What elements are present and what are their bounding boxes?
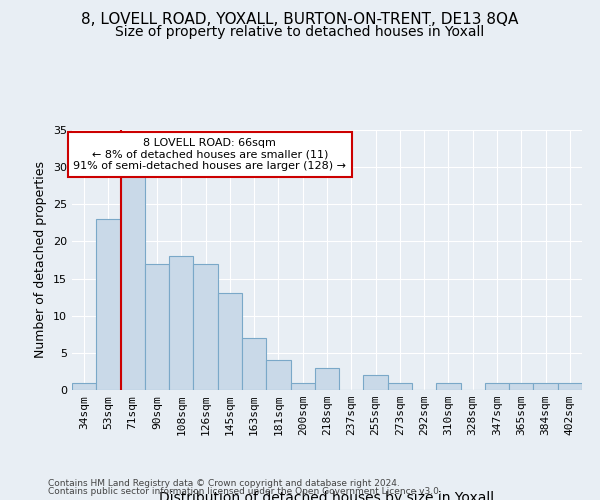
Bar: [96, 219, 121, 390]
Bar: [121, 174, 145, 390]
Bar: [169, 256, 193, 390]
Bar: [509, 382, 533, 390]
Y-axis label: Number of detached properties: Number of detached properties: [34, 162, 47, 358]
Bar: [242, 338, 266, 390]
Bar: [72, 382, 96, 390]
Bar: [485, 382, 509, 390]
Bar: [193, 264, 218, 390]
Bar: [533, 382, 558, 390]
Bar: [290, 382, 315, 390]
Bar: [364, 375, 388, 390]
Bar: [558, 382, 582, 390]
Text: Contains HM Land Registry data © Crown copyright and database right 2024.: Contains HM Land Registry data © Crown c…: [48, 478, 400, 488]
Text: 8 LOVELL ROAD: 66sqm
← 8% of detached houses are smaller (11)
91% of semi-detach: 8 LOVELL ROAD: 66sqm ← 8% of detached ho…: [73, 138, 346, 171]
Bar: [145, 264, 169, 390]
X-axis label: Distribution of detached houses by size in Yoxall: Distribution of detached houses by size …: [160, 491, 494, 500]
Bar: [436, 382, 461, 390]
Text: 8, LOVELL ROAD, YOXALL, BURTON-ON-TRENT, DE13 8QA: 8, LOVELL ROAD, YOXALL, BURTON-ON-TRENT,…: [82, 12, 518, 28]
Bar: [315, 368, 339, 390]
Text: Size of property relative to detached houses in Yoxall: Size of property relative to detached ho…: [115, 25, 485, 39]
Bar: [218, 294, 242, 390]
Text: Contains public sector information licensed under the Open Government Licence v3: Contains public sector information licen…: [48, 487, 442, 496]
Bar: [388, 382, 412, 390]
Bar: [266, 360, 290, 390]
